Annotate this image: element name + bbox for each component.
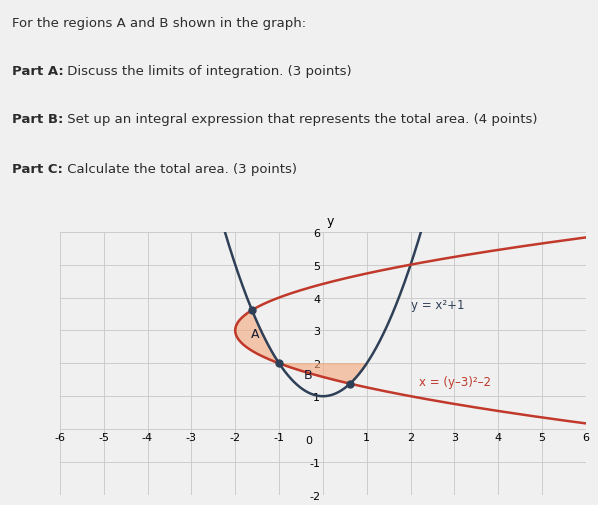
Text: For the regions A and B shown in the graph:: For the regions A and B shown in the gra… xyxy=(12,17,306,30)
Text: Set up an integral expression that represents the total area. (4 points): Set up an integral expression that repre… xyxy=(63,113,537,126)
Text: B: B xyxy=(303,369,312,382)
Text: 0: 0 xyxy=(305,435,312,445)
Text: Calculate the total area. (3 points): Calculate the total area. (3 points) xyxy=(63,163,297,176)
Text: A: A xyxy=(251,328,259,340)
Text: y = x²+1: y = x²+1 xyxy=(411,298,464,311)
Text: Discuss the limits of integration. (3 points): Discuss the limits of integration. (3 po… xyxy=(63,65,352,78)
Text: Part B:: Part B: xyxy=(12,113,63,126)
Text: Part A:: Part A: xyxy=(12,65,64,78)
Text: x = (y–3)²–2: x = (y–3)²–2 xyxy=(419,375,492,388)
Text: Part C:: Part C: xyxy=(12,163,63,176)
Text: y: y xyxy=(327,215,334,227)
